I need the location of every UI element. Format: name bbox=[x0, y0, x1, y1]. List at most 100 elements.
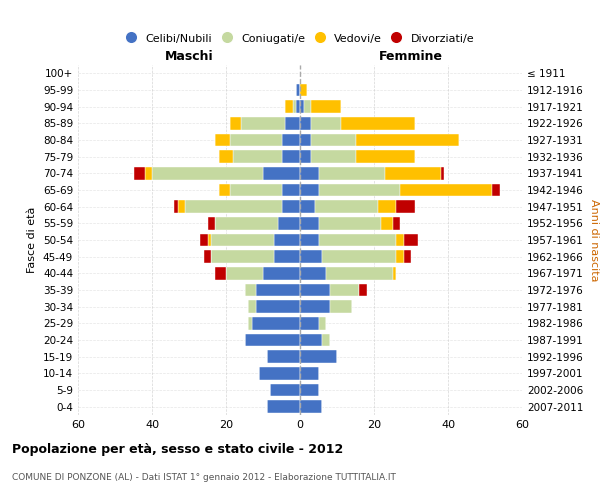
Bar bbox=[326, 267, 392, 280]
Bar bbox=[385, 167, 440, 179]
Bar bbox=[322, 250, 396, 263]
Bar bbox=[319, 317, 326, 330]
Bar bbox=[152, 167, 263, 179]
Bar bbox=[382, 217, 392, 230]
Bar bbox=[263, 267, 300, 280]
Bar bbox=[300, 317, 319, 330]
Bar bbox=[208, 234, 211, 246]
Bar bbox=[134, 167, 145, 179]
Bar bbox=[400, 184, 493, 196]
Bar bbox=[319, 234, 396, 246]
Bar bbox=[256, 284, 300, 296]
Bar bbox=[311, 134, 355, 146]
Bar bbox=[300, 84, 307, 96]
Bar bbox=[315, 200, 378, 213]
Bar bbox=[396, 234, 404, 246]
Bar bbox=[300, 117, 311, 130]
Bar bbox=[215, 267, 226, 280]
Bar bbox=[404, 250, 411, 263]
Bar bbox=[296, 84, 300, 96]
Bar bbox=[392, 217, 400, 230]
Bar bbox=[300, 384, 319, 396]
Bar bbox=[274, 234, 300, 246]
Bar bbox=[218, 150, 233, 163]
Bar bbox=[208, 217, 215, 230]
Bar bbox=[293, 100, 296, 113]
Bar bbox=[285, 100, 293, 113]
Bar bbox=[300, 284, 329, 296]
Legend: Celibi/Nubili, Coniugati/e, Vedovi/e, Divorziati/e: Celibi/Nubili, Coniugati/e, Vedovi/e, Di… bbox=[121, 28, 479, 48]
Bar bbox=[241, 117, 285, 130]
Bar bbox=[378, 200, 396, 213]
Y-axis label: Fasce di età: Fasce di età bbox=[28, 207, 37, 273]
Bar bbox=[266, 400, 300, 413]
Bar bbox=[396, 200, 415, 213]
Text: Popolazione per età, sesso e stato civile - 2012: Popolazione per età, sesso e stato civil… bbox=[12, 442, 343, 456]
Bar bbox=[300, 217, 319, 230]
Text: COMUNE DI PONZONE (AL) - Dati ISTAT 1° gennaio 2012 - Elaborazione TUTTITALIA.IT: COMUNE DI PONZONE (AL) - Dati ISTAT 1° g… bbox=[12, 472, 396, 482]
Bar bbox=[319, 184, 400, 196]
Bar bbox=[263, 167, 300, 179]
Bar bbox=[281, 150, 300, 163]
Bar bbox=[252, 317, 300, 330]
Bar bbox=[300, 267, 326, 280]
Bar bbox=[178, 200, 185, 213]
Bar bbox=[281, 184, 300, 196]
Bar bbox=[404, 234, 418, 246]
Bar bbox=[245, 284, 256, 296]
Bar bbox=[300, 250, 322, 263]
Bar bbox=[230, 134, 281, 146]
Bar bbox=[233, 150, 281, 163]
Bar bbox=[329, 284, 359, 296]
Bar bbox=[281, 134, 300, 146]
Bar bbox=[174, 200, 178, 213]
Bar bbox=[311, 100, 341, 113]
Bar bbox=[300, 400, 322, 413]
Bar bbox=[226, 267, 263, 280]
Bar bbox=[215, 217, 278, 230]
Bar bbox=[300, 300, 329, 313]
Bar bbox=[245, 334, 300, 346]
Bar bbox=[396, 250, 404, 263]
Bar bbox=[296, 100, 300, 113]
Text: Maschi: Maschi bbox=[164, 50, 214, 64]
Bar bbox=[281, 200, 300, 213]
Bar bbox=[274, 250, 300, 263]
Bar bbox=[200, 234, 208, 246]
Bar bbox=[300, 350, 337, 363]
Bar bbox=[329, 300, 352, 313]
Bar bbox=[230, 184, 281, 196]
Bar bbox=[319, 167, 385, 179]
Bar bbox=[266, 350, 300, 363]
Bar bbox=[300, 200, 315, 213]
Text: Femmine: Femmine bbox=[379, 50, 443, 64]
Bar bbox=[355, 150, 415, 163]
Bar bbox=[322, 334, 329, 346]
Bar bbox=[211, 234, 274, 246]
Bar bbox=[248, 317, 252, 330]
Bar bbox=[392, 267, 396, 280]
Bar bbox=[319, 217, 382, 230]
Bar bbox=[355, 134, 459, 146]
Bar bbox=[248, 300, 256, 313]
Bar bbox=[300, 234, 319, 246]
Bar bbox=[440, 167, 444, 179]
Bar bbox=[145, 167, 152, 179]
Bar bbox=[278, 217, 300, 230]
Bar bbox=[300, 150, 311, 163]
Bar bbox=[300, 334, 322, 346]
Bar bbox=[218, 184, 230, 196]
Bar bbox=[300, 100, 304, 113]
Bar bbox=[215, 134, 230, 146]
Bar bbox=[285, 117, 300, 130]
Bar bbox=[359, 284, 367, 296]
Bar bbox=[271, 384, 300, 396]
Bar bbox=[300, 167, 319, 179]
Bar bbox=[211, 250, 274, 263]
Bar bbox=[256, 300, 300, 313]
Bar bbox=[259, 367, 300, 380]
Bar bbox=[300, 367, 319, 380]
Bar bbox=[304, 100, 311, 113]
Bar bbox=[300, 184, 319, 196]
Bar bbox=[341, 117, 415, 130]
